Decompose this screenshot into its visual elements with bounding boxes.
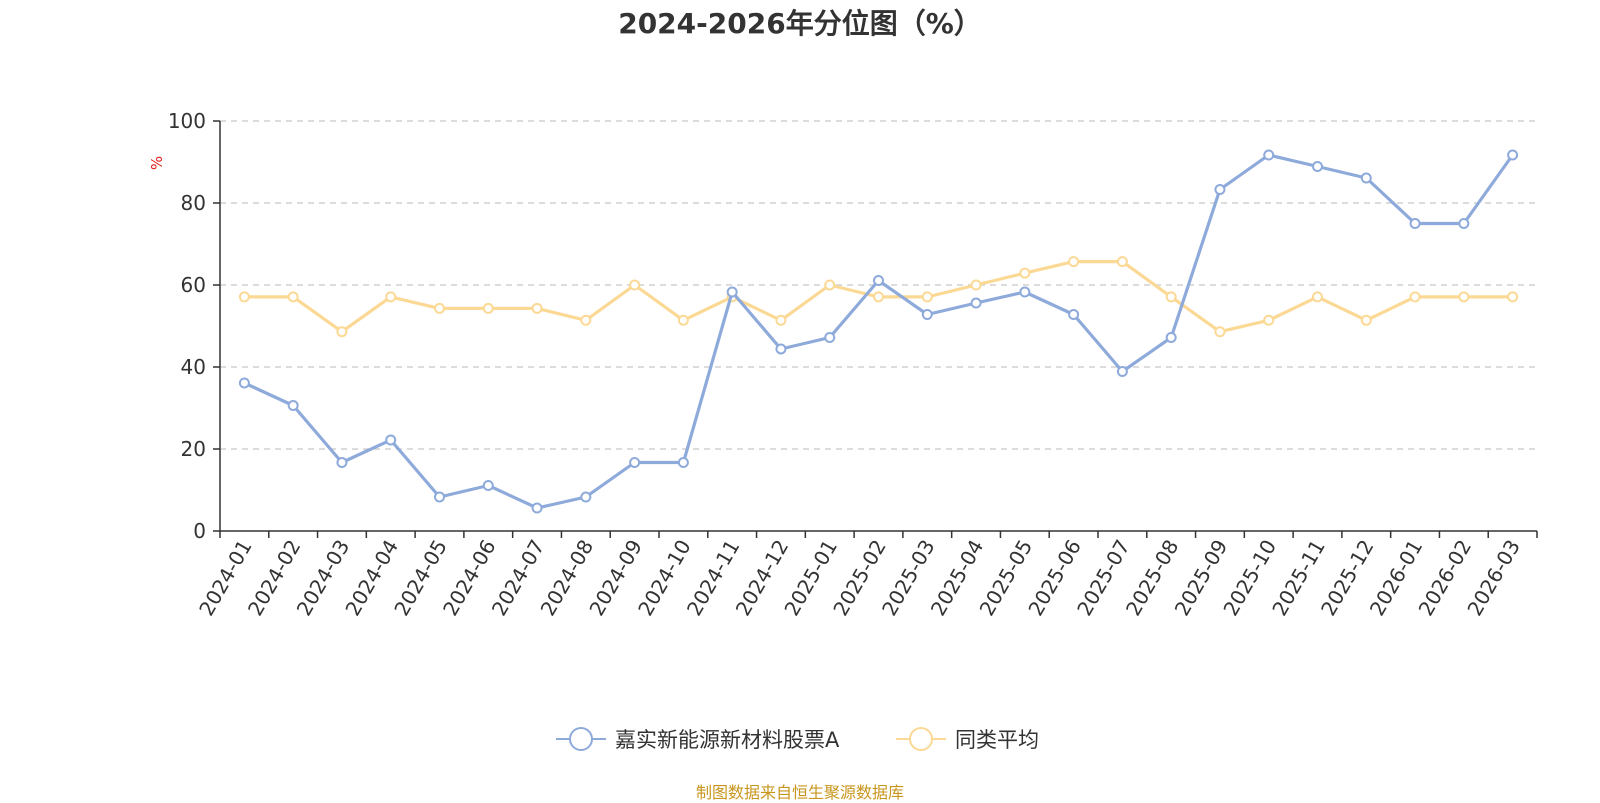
- data-point: [1068, 309, 1080, 321]
- data-point: [775, 343, 787, 355]
- legend-label: 同类平均: [955, 728, 1039, 752]
- y-tick-label: 40: [181, 355, 206, 379]
- data-point: [434, 302, 445, 314]
- data-point: [531, 302, 543, 314]
- data-point: [1019, 286, 1031, 298]
- data-point: [238, 377, 250, 389]
- data-point: [1165, 331, 1177, 343]
- data-point: [385, 434, 397, 446]
- data-point: [1458, 291, 1470, 303]
- legend-item-0[interactable]: 嘉实新能源新材料股票A: [556, 727, 840, 752]
- data-point: [1263, 314, 1275, 326]
- data-point: [336, 326, 348, 338]
- data-point: [580, 491, 592, 503]
- data-point: [873, 274, 884, 286]
- source-note: 制图数据来自恒生聚源数据库: [695, 783, 904, 802]
- y-axis-label: %: [148, 156, 166, 170]
- legend-marker: [909, 727, 933, 751]
- data-point: [1214, 326, 1226, 338]
- data-point: [1068, 256, 1080, 268]
- data-point: [677, 314, 689, 326]
- axes: 020406080100%2024-012024-022024-032024-0…: [148, 109, 1538, 620]
- data-point: [1019, 267, 1031, 279]
- data-point: [482, 302, 494, 314]
- data-point: [921, 309, 933, 321]
- data-point: [1409, 291, 1421, 303]
- data-point: [531, 502, 543, 514]
- data-point: [287, 400, 299, 412]
- data-point: [726, 286, 738, 298]
- y-tick-label: 0: [193, 519, 206, 543]
- data-point: [677, 457, 689, 469]
- data-point: [385, 291, 397, 303]
- data-point: [629, 457, 641, 469]
- data-point: [921, 291, 933, 303]
- data-point: [1263, 149, 1275, 161]
- data-point: [1458, 218, 1470, 229]
- data-point: [1312, 161, 1323, 173]
- data-point: [1312, 291, 1323, 303]
- data-point: [824, 331, 836, 343]
- y-tick-label: 20: [181, 437, 206, 461]
- legend-marker: [569, 727, 593, 751]
- data-point: [1360, 314, 1372, 326]
- data-point: [1165, 291, 1177, 303]
- data-point: [1507, 149, 1519, 161]
- data-point: [775, 314, 787, 326]
- series-line-0: [242, 153, 1515, 510]
- data-point: [1409, 218, 1421, 229]
- legend-label: 嘉实新能源新材料股票A: [615, 728, 840, 752]
- y-tick-label: 100: [168, 109, 206, 133]
- data-point: [434, 491, 445, 503]
- data-point: [1116, 366, 1128, 378]
- data-point: [580, 314, 592, 326]
- data-point: [873, 291, 884, 303]
- data-point: [629, 279, 641, 291]
- y-tick-label: 80: [181, 191, 206, 215]
- data-point: [482, 479, 494, 491]
- series-layer: [238, 149, 1519, 514]
- data-point: [970, 297, 982, 309]
- data-point: [970, 279, 982, 291]
- data-point: [336, 457, 348, 469]
- chart-title: 2024-2026年分位图（%）: [618, 7, 982, 40]
- data-point: [1507, 291, 1519, 303]
- data-point: [1116, 256, 1128, 268]
- legend[interactable]: 嘉实新能源新材料股票A 同类平均: [556, 727, 1039, 752]
- data-point: [238, 291, 250, 303]
- data-point: [824, 279, 836, 291]
- y-tick-label: 60: [181, 273, 206, 297]
- data-point: [1360, 172, 1372, 184]
- data-point: [1214, 183, 1226, 195]
- legend-item-1[interactable]: 同类平均: [896, 727, 1039, 752]
- data-point: [287, 291, 299, 303]
